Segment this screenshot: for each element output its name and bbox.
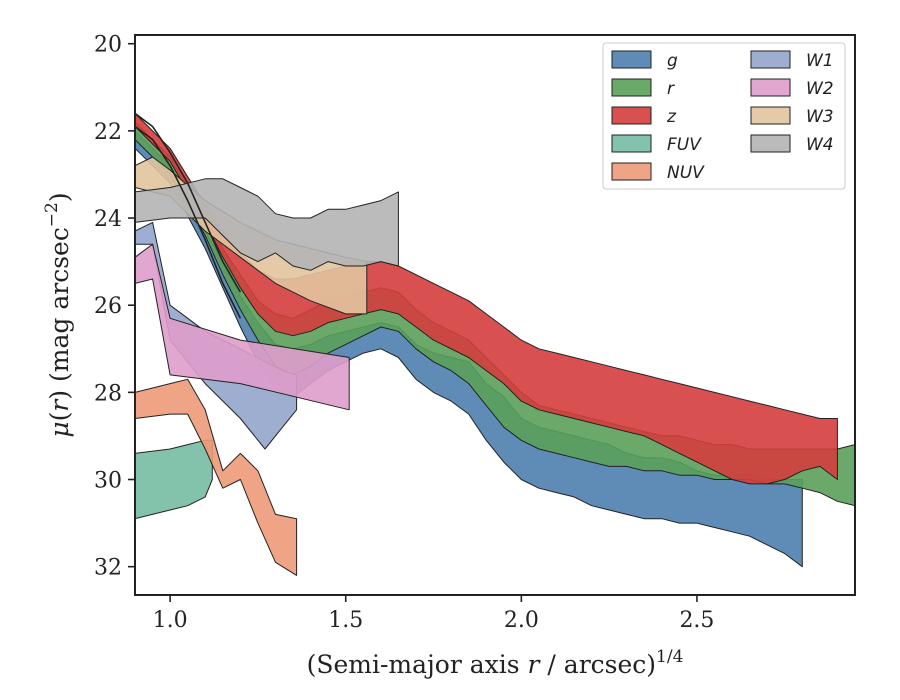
legend-swatch [611, 78, 652, 97]
legend-label: W2 [806, 79, 834, 99]
legend: grz FUV NUV W1 W2 W3 W4 [602, 42, 846, 190]
legend-label: W4 [806, 135, 834, 155]
legend-item-fuv: FUV [611, 134, 702, 155]
y-tick-label: 28 [94, 381, 122, 406]
legend-item-w1: W1 [750, 50, 834, 71]
x-tick-label: 1.5 [328, 608, 363, 633]
plot-area [134, 34, 856, 596]
inner-profile-line-2 [135, 125, 242, 319]
y-tick-label: 26 [94, 294, 122, 319]
y-tick-label: 30 [94, 469, 122, 494]
legend-item-w2: W2 [750, 78, 834, 99]
legend-label: NUV [667, 163, 705, 183]
profile-lines [135, 112, 242, 319]
series-band-fuv [135, 439, 213, 520]
legend-swatch [750, 134, 791, 153]
legend-label: r [667, 79, 675, 99]
series-band-nuv [135, 378, 298, 576]
series-band-w4 [135, 178, 399, 271]
legend-item-r: r [611, 78, 675, 99]
y-axis-title: μ(r) (mag arcsec−2) [42, 192, 74, 437]
y-tick-label: 20 [94, 33, 122, 58]
y-tick-label: 32 [94, 556, 122, 581]
series-bands [135, 112, 855, 576]
x-axis: 1.0 1.5 2.0 2.5 [153, 595, 714, 633]
legend-swatch [750, 78, 791, 97]
inner-profile-line-1 [135, 112, 242, 293]
x-tick-label: 1.0 [153, 608, 188, 633]
legend-item-z: z [611, 106, 677, 127]
x-tick-label: 2.0 [504, 608, 539, 633]
y-axis: 20 22 24 26 28 30 32 [94, 33, 135, 581]
x-tick-label: 2.5 [679, 608, 714, 633]
legend-swatch [611, 106, 652, 125]
legend-label: W1 [806, 51, 834, 71]
legend-swatch [611, 50, 652, 69]
legend-item-g: g [611, 50, 678, 71]
legend-label: g [667, 51, 678, 71]
x-axis-title: (Semi-major axis r / arcsec)1/4 [307, 647, 684, 679]
legend-item-w3: W3 [750, 106, 834, 127]
legend-label: z [666, 107, 677, 127]
legend-swatch [611, 134, 652, 153]
legend-label: FUV [667, 135, 702, 155]
legend-item-nuv: NUV [611, 162, 705, 183]
y-tick-label: 22 [94, 120, 122, 145]
y-tick-label: 24 [94, 207, 122, 232]
legend-swatch [750, 50, 791, 69]
legend-label: W3 [806, 107, 834, 127]
legend-item-w4: W4 [750, 134, 834, 155]
plot-frame [134, 34, 856, 596]
legend-swatch [750, 106, 791, 125]
series-band-w2 [135, 243, 350, 411]
legend-swatch [611, 162, 652, 181]
